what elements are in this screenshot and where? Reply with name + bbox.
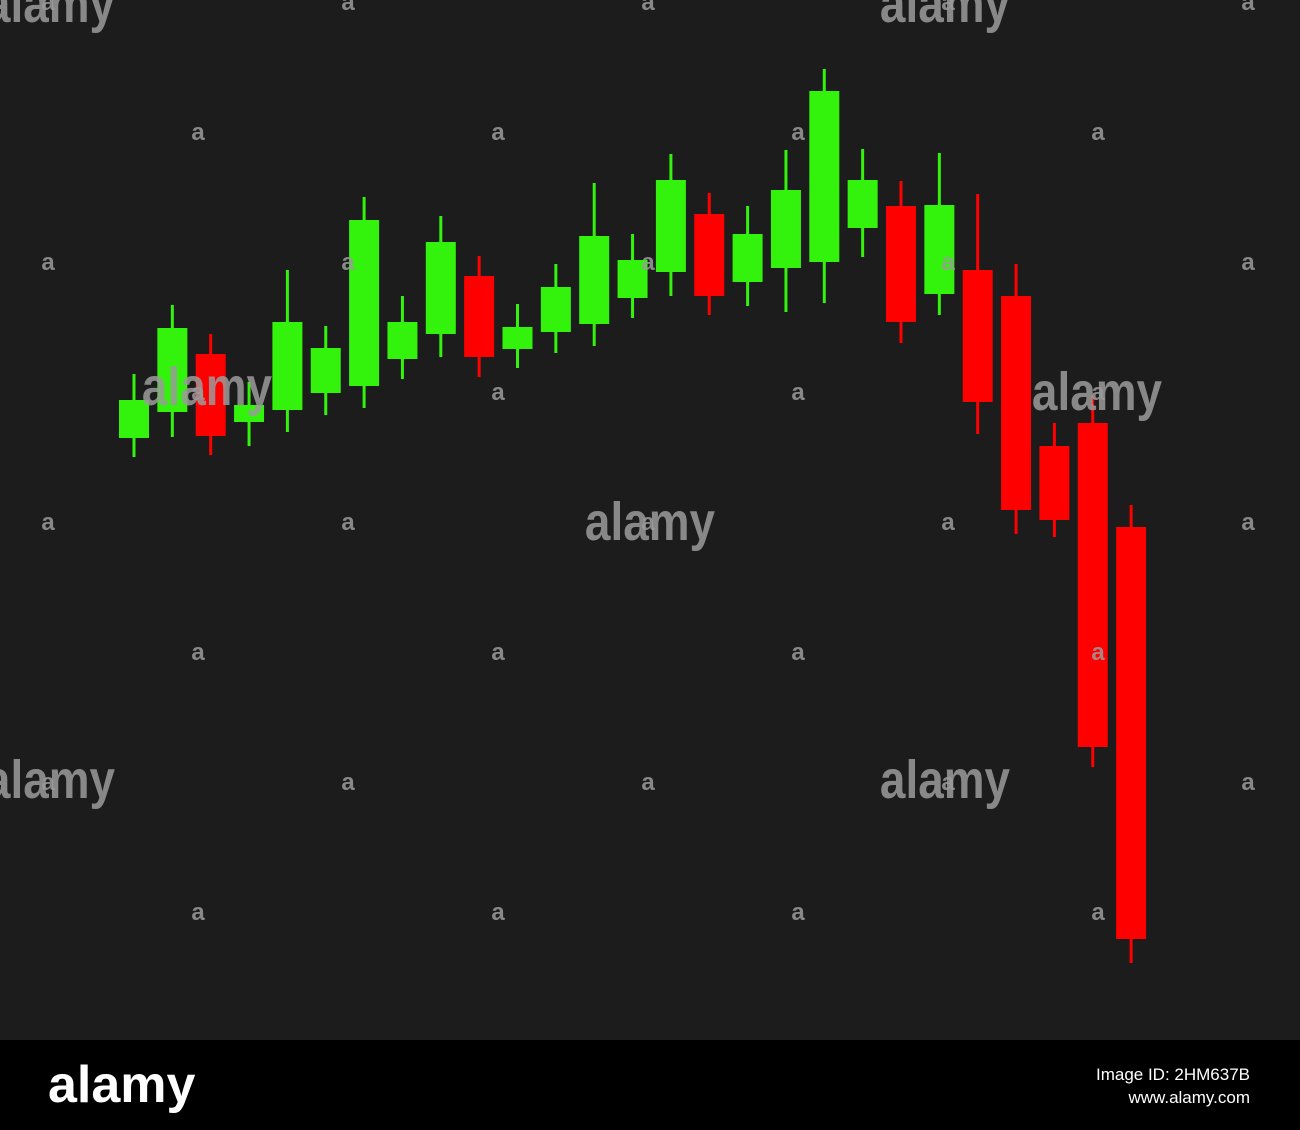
watermark-small: a	[791, 379, 805, 406]
candle-body	[195, 354, 226, 436]
candle-body	[464, 276, 495, 357]
watermark: alamy	[142, 357, 272, 417]
watermark-small: a	[1091, 899, 1105, 926]
watermark: alamy	[585, 492, 715, 552]
candle-body	[540, 287, 571, 332]
watermark-small: a	[1091, 379, 1105, 406]
watermark-small: a	[191, 379, 205, 406]
watermark-small: a	[1241, 509, 1255, 536]
candle-body	[425, 242, 456, 334]
watermark-small: a	[191, 119, 205, 146]
candle-body	[387, 322, 418, 359]
watermark-small: a	[41, 0, 55, 16]
watermark: alamy	[1032, 362, 1162, 422]
footer-image-id: Image ID: 2HM637B	[1096, 1065, 1250, 1084]
watermark-small: a	[191, 899, 205, 926]
watermark-small: a	[1091, 639, 1105, 666]
watermark-small: a	[941, 249, 955, 276]
candle-body	[272, 322, 303, 410]
candle-body	[349, 220, 380, 386]
watermark-small: a	[1241, 769, 1255, 796]
watermark-small: a	[1241, 249, 1255, 276]
watermark-small: a	[341, 0, 355, 16]
watermark-small: a	[491, 899, 505, 926]
watermark-small: a	[191, 639, 205, 666]
watermark-small: a	[791, 639, 805, 666]
candle-body	[655, 180, 686, 272]
watermark-small: a	[1091, 119, 1105, 146]
watermark-small: a	[41, 769, 55, 796]
watermark-small: a	[491, 119, 505, 146]
watermark-small: a	[491, 639, 505, 666]
watermark-small: a	[641, 509, 655, 536]
watermark-small: a	[791, 899, 805, 926]
watermark: alamy	[880, 0, 1010, 34]
footer-bar	[0, 1040, 1300, 1130]
candle-body	[962, 270, 993, 402]
watermark-small: a	[491, 379, 505, 406]
candle-body	[1116, 527, 1147, 939]
candle-body	[924, 205, 955, 294]
watermark-small: a	[641, 769, 655, 796]
watermark-small: a	[941, 509, 955, 536]
watermark: alamy	[880, 750, 1010, 810]
candle-body	[502, 327, 533, 349]
watermark-small: a	[341, 249, 355, 276]
watermark-small: a	[641, 249, 655, 276]
candle-body	[119, 400, 149, 438]
watermark-small: a	[641, 0, 655, 16]
watermark: alamy	[0, 0, 115, 34]
watermarks: alamyalamyalamyalamyalamyalamyalamyaaaaa…	[0, 0, 1255, 926]
footer-logo: alamy	[48, 1056, 196, 1114]
candle-body	[694, 214, 725, 296]
candle-body	[234, 405, 265, 422]
candle-body	[579, 236, 610, 324]
candle-body	[1039, 446, 1070, 520]
candle-body	[770, 190, 801, 268]
candle-body	[310, 348, 341, 393]
watermark-small: a	[41, 249, 55, 276]
watermark-small: a	[341, 769, 355, 796]
candles	[119, 69, 1147, 963]
candle-body	[1001, 296, 1032, 510]
watermark: alamy	[0, 750, 115, 810]
candle-body	[732, 234, 763, 282]
candle-body	[886, 206, 916, 322]
watermark-small: a	[941, 769, 955, 796]
watermark-small: a	[341, 509, 355, 536]
watermark-small: a	[941, 0, 955, 16]
candle-body	[1077, 423, 1108, 747]
candle-body	[157, 328, 188, 412]
watermark-small: a	[1241, 0, 1255, 16]
candle-body	[809, 91, 840, 262]
candle-body	[617, 260, 648, 298]
watermark-small: a	[41, 509, 55, 536]
candle-body	[847, 180, 878, 228]
footer-url: www.alamy.com	[1127, 1088, 1250, 1107]
watermark-small: a	[791, 119, 805, 146]
